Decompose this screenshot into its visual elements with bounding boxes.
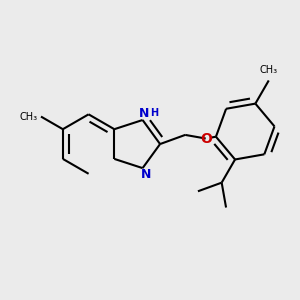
Text: N: N: [139, 107, 149, 120]
Text: CH₃: CH₃: [260, 64, 278, 74]
Text: O: O: [200, 131, 212, 146]
Text: CH₃: CH₃: [20, 112, 38, 122]
Text: H: H: [150, 109, 158, 118]
Text: N: N: [141, 167, 152, 181]
